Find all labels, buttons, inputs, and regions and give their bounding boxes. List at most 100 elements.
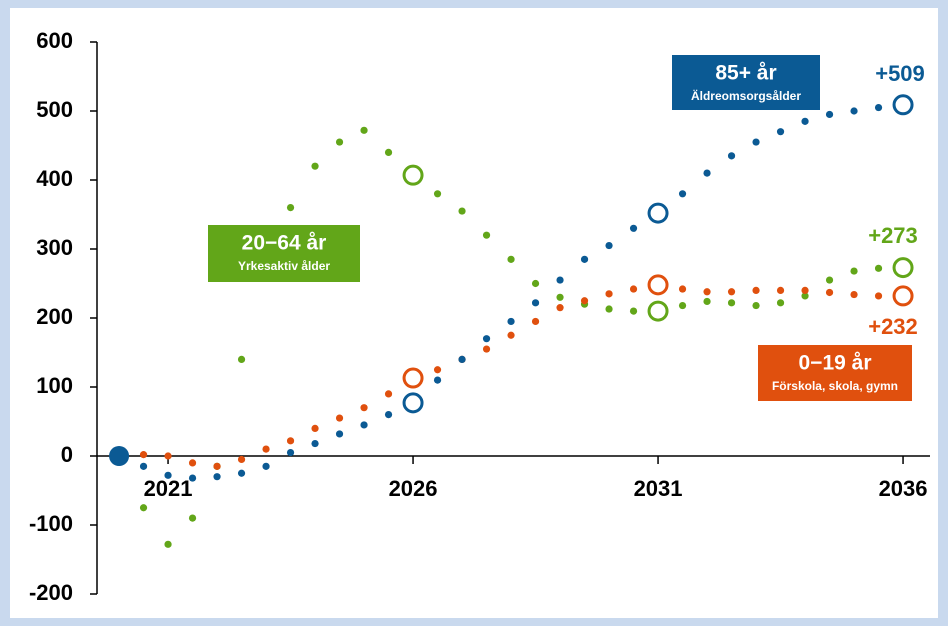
dot [433,190,442,198]
dot [825,276,834,284]
dot [482,231,491,239]
dot [874,264,883,272]
dot [384,148,393,156]
label-box [672,55,820,110]
dot [703,169,711,177]
dot [311,162,319,170]
highlight-point [647,274,669,296]
dot [286,437,295,445]
dot [825,288,834,297]
x-tick-label: 2031 [634,476,683,501]
dot [801,117,809,125]
dot [850,267,858,275]
dot [433,376,442,384]
dot [188,514,197,522]
x-tick-label: 2021 [144,476,193,501]
x-tick-label: 2036 [879,476,928,501]
dot [335,138,344,146]
dot [311,439,319,448]
dot [605,241,613,250]
dot [703,297,711,306]
dot [213,462,221,470]
dot [703,288,711,296]
label-box [758,345,912,401]
series-description: Yrkesaktiv ålder [238,259,330,273]
dot [237,455,246,464]
dot [727,288,736,296]
dot [874,292,883,300]
series-name: 0−19 år [799,352,872,375]
dot [678,301,687,310]
dot [531,299,540,307]
dot [556,276,564,284]
y-tick-label: 0 [61,442,73,467]
dot [360,421,368,429]
dot [556,304,564,312]
end-label: +232 [868,314,918,339]
dot [776,299,785,307]
end-label: +273 [868,223,918,248]
dot [311,424,319,432]
dot [458,207,466,215]
y-tick-label: 500 [36,97,73,122]
dot [727,152,736,160]
y-tick-label: 600 [36,28,73,53]
dot [801,286,809,294]
dot [605,305,613,313]
y-tick-label: -200 [29,580,73,605]
dot [580,255,589,263]
dot [139,462,148,470]
dot [629,224,638,232]
highlight-point [892,94,914,116]
highlight-point [647,300,669,322]
start-point [109,446,130,466]
series-name: 20−64 år [242,232,327,255]
dot [286,448,295,457]
dot [776,286,785,294]
series-description: Förskola, skola, gymn [772,379,898,393]
dot [531,317,540,326]
dot [678,285,687,293]
dot [727,299,736,307]
dot [139,451,148,459]
label-box [208,225,360,282]
dot [482,335,491,343]
dot [752,301,760,310]
highlight-point [402,367,424,389]
dot [335,414,344,422]
y-tick-label: 300 [36,235,73,260]
dot [262,445,270,453]
dot [164,540,172,548]
dot [580,297,589,305]
series-name: 85+ år [715,62,776,85]
dot [605,290,613,298]
dot [776,128,785,136]
x-tick-label: 2026 [389,476,438,501]
dot [433,366,442,374]
dot [752,138,760,146]
dot [458,355,466,363]
dot [752,286,760,294]
dot [188,474,197,482]
highlight-point [402,164,424,186]
dot [360,404,368,412]
dot [164,452,172,460]
dot [507,317,515,326]
y-tick-label: 400 [36,166,73,191]
dot [850,107,858,115]
dot [629,285,638,293]
highlight-point [892,285,914,307]
dot [384,390,393,398]
highlight-point [647,202,669,224]
y-tick-label: -100 [29,511,73,536]
dot [286,204,295,212]
dot [629,307,638,315]
y-tick-label: 200 [36,304,73,329]
dot [237,469,246,477]
dot [188,459,197,467]
dot [556,293,564,301]
dot [507,331,515,339]
series-description: Äldreomsorgsålder [691,88,801,103]
dot [360,126,368,134]
dot [139,504,148,512]
